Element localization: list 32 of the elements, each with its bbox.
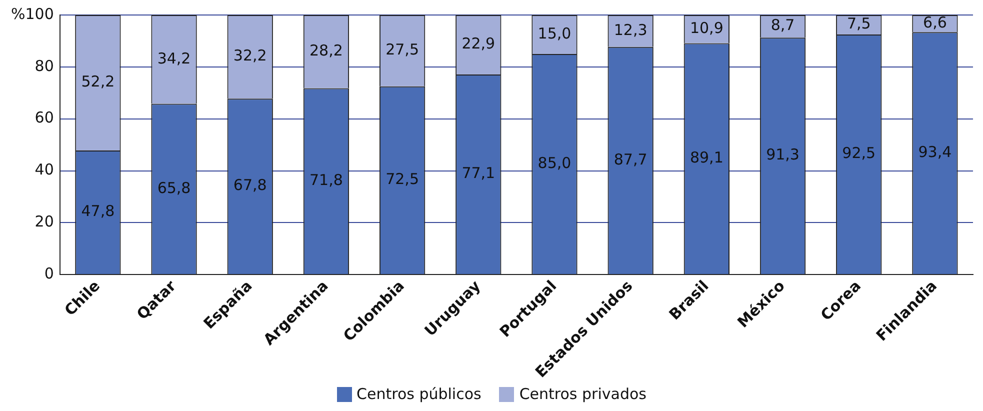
data-label: 6,6 [923,13,947,32]
y-tick-label: 60 [34,108,54,127]
data-label: 52,2 [81,72,115,91]
data-label: 77,1 [462,164,496,182]
data-label: 22,9 [462,34,496,53]
data-label: 8,7 [770,16,795,34]
data-label: 12,3 [614,20,648,39]
data-label: 91,3 [766,146,800,164]
y-tick-label: 20 [34,212,54,231]
data-label: 87,7 [614,150,648,168]
data-label: 34,2 [157,49,191,68]
data-label: 27,5 [386,40,420,59]
legend-label: Centros privados [519,385,646,403]
data-label: 71,8 [310,171,343,190]
data-label: 7,5 [846,14,871,33]
data-label: 15,0 [538,24,572,42]
data-label: 10,9 [690,19,724,38]
data-label: 32,2 [233,46,267,65]
data-label: 72,5 [386,170,420,188]
y-tick-label: 80 [34,56,54,75]
data-label: 85,0 [538,154,572,172]
data-label: 28,2 [310,41,343,60]
y-tick-label: %100 [10,4,54,23]
y-tick-label: 40 [34,160,54,179]
data-label: 67,8 [233,176,267,194]
data-label: 47,8 [81,202,115,220]
data-label: 89,1 [690,148,724,167]
y-tick-label: 0 [44,264,54,282]
data-label: 92,5 [842,144,876,162]
data-label: 93,4 [918,143,952,162]
data-label: 65,8 [157,178,191,197]
legend-label: Centros públicos [356,385,482,403]
